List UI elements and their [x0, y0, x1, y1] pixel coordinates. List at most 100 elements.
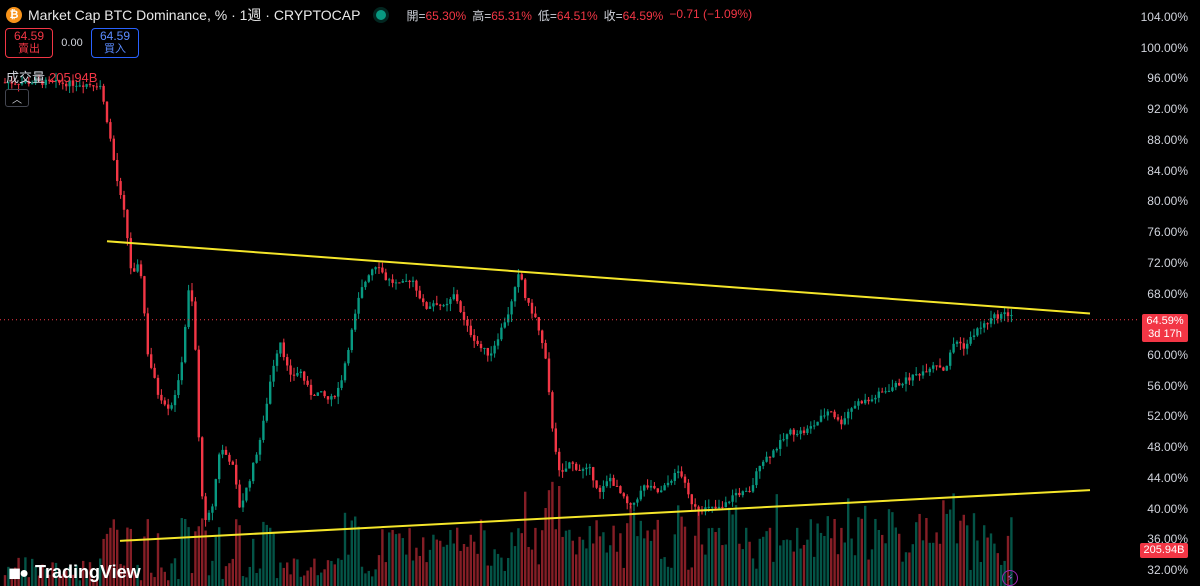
axis-tick-2: 96.00% — [1147, 71, 1188, 86]
candle-body — [687, 482, 690, 495]
volume-bar — [306, 570, 309, 586]
volume-bar — [717, 527, 721, 586]
candle-body — [996, 314, 999, 319]
volume-bar — [656, 519, 659, 586]
candle-body — [802, 430, 806, 433]
volume-bar — [282, 567, 285, 586]
candle-body — [425, 302, 428, 309]
candle-body — [847, 411, 850, 419]
candle-body — [27, 81, 30, 84]
volume-bar — [945, 513, 948, 586]
axis-tick-6: 80.00% — [1147, 194, 1188, 209]
candle-body — [503, 322, 506, 328]
volume-bar — [949, 509, 952, 586]
volume-bar — [636, 536, 639, 586]
volume-bar — [58, 572, 61, 586]
candle-body — [673, 472, 676, 481]
candle-body — [561, 470, 564, 472]
volume-bar — [843, 542, 846, 586]
volume-bar — [500, 557, 503, 586]
candle-body — [163, 400, 166, 405]
open-label: 開= — [406, 8, 426, 23]
volume-bar — [513, 546, 517, 586]
volume-bar — [65, 570, 68, 586]
candle-body — [170, 405, 173, 409]
volume-bar — [371, 576, 374, 586]
volume-bar — [269, 527, 272, 586]
lower-trendline[interactable] — [119, 489, 1091, 542]
candle-body — [95, 86, 98, 88]
volume-bar — [479, 519, 483, 586]
volume-bar — [197, 526, 200, 586]
lightning-icon[interactable]: ⚡ — [1002, 570, 1018, 586]
volume-bar — [575, 554, 578, 586]
candle-body — [116, 159, 119, 182]
volume-bar — [660, 558, 663, 586]
volume-bar — [367, 570, 370, 586]
sell-button[interactable]: 64.59 賣出 — [5, 28, 53, 58]
volume-bar — [847, 498, 850, 586]
candle-body — [884, 391, 887, 393]
candle-body — [938, 365, 942, 368]
volume-bar — [265, 524, 268, 586]
candle-body — [258, 439, 262, 455]
candle-body — [238, 484, 241, 508]
spread-value: 0.00 — [61, 37, 83, 49]
candle-body — [173, 395, 177, 406]
candle-body — [836, 417, 840, 420]
candle-body — [289, 365, 292, 375]
candle-body — [547, 358, 551, 393]
volume-bar — [299, 576, 302, 586]
volume-bar — [177, 579, 180, 586]
last-price-tag: 64.59% 3d 17h — [1142, 313, 1188, 342]
axis-tick-1: 100.00% — [1140, 40, 1188, 55]
candle-body — [544, 343, 547, 359]
volume-bar — [109, 527, 112, 586]
volume-bar — [493, 549, 496, 586]
volume-bar — [51, 562, 54, 586]
volume-bar — [3, 575, 7, 586]
candle-body — [37, 79, 41, 81]
candle-body — [942, 367, 945, 371]
candle-body — [214, 479, 217, 507]
volume-bar — [571, 540, 574, 586]
volume-bar — [445, 544, 449, 586]
axis-tick-7: 76.00% — [1147, 225, 1188, 240]
volume-bar — [343, 512, 347, 586]
candle-body — [683, 476, 687, 483]
candle-body — [826, 411, 829, 416]
volume-bar — [881, 534, 884, 586]
candle-body — [534, 313, 537, 318]
symbol-title[interactable]: Market Cap BTC Dominance, % · 1週 · CRYPT… — [28, 7, 361, 23]
candle-body — [405, 280, 408, 282]
volume-bar — [394, 534, 398, 586]
candle-body — [428, 306, 432, 309]
volume-bar — [78, 580, 81, 586]
volume-bar — [962, 514, 965, 586]
market-status-icon[interactable] — [376, 10, 387, 20]
tradingview-logo[interactable]: ◼● TradingView — [8, 562, 141, 583]
bitcoin-icon[interactable]: ₿ — [6, 7, 22, 23]
candle-body — [486, 347, 489, 356]
volume-bar — [272, 533, 275, 586]
volume-bar — [34, 566, 37, 586]
candle-body — [333, 396, 336, 398]
candle-body — [898, 382, 901, 386]
candle-body — [439, 304, 442, 306]
candle-body — [435, 303, 438, 305]
candle-body — [694, 504, 697, 507]
candle-body — [65, 83, 68, 87]
volume-bar — [867, 559, 870, 586]
upper-trendline[interactable] — [106, 240, 1091, 315]
candle-body — [350, 329, 353, 351]
candle-body — [34, 79, 37, 84]
candle-body — [204, 496, 207, 520]
volume-bar — [588, 526, 591, 586]
candle-body — [88, 84, 92, 86]
volume-legend[interactable]: 成交量 205.94B — [6, 67, 97, 86]
collapse-legend-button[interactable]: ︿ — [5, 89, 29, 107]
buy-button[interactable]: 64.59 買入 — [91, 28, 139, 58]
volume-bar — [340, 559, 343, 586]
candle-body — [592, 467, 595, 481]
